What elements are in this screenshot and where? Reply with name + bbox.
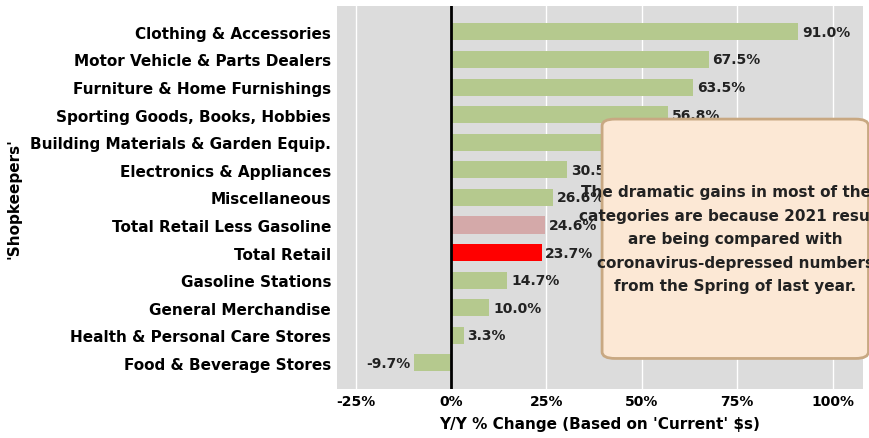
Bar <box>451 244 541 261</box>
Text: 14.7%: 14.7% <box>510 273 559 287</box>
Bar <box>414 354 451 371</box>
Bar <box>451 327 463 344</box>
Bar <box>451 52 707 69</box>
Text: 91.0%: 91.0% <box>801 26 849 40</box>
Text: 30.5%: 30.5% <box>571 163 619 177</box>
Text: 23.7%: 23.7% <box>545 246 593 260</box>
Bar <box>451 107 667 124</box>
Bar <box>451 217 544 234</box>
Bar <box>451 79 693 96</box>
Bar <box>451 134 647 152</box>
Y-axis label: 'Shopkeepers': 'Shopkeepers' <box>7 138 22 258</box>
Bar <box>451 162 567 179</box>
Text: 24.6%: 24.6% <box>548 219 596 233</box>
Text: -9.7%: -9.7% <box>366 356 410 370</box>
Text: 51.5%: 51.5% <box>651 136 699 150</box>
Text: 10.0%: 10.0% <box>493 301 541 315</box>
Text: 63.5%: 63.5% <box>696 81 745 95</box>
Bar <box>451 272 507 289</box>
Bar <box>451 300 488 317</box>
Bar <box>451 24 797 41</box>
Bar <box>451 189 552 206</box>
Text: 56.8%: 56.8% <box>671 108 720 122</box>
Text: 26.6%: 26.6% <box>556 191 604 205</box>
Text: The dramatic gains in most of these
categories are because 2021 results
are bein: The dramatic gains in most of these cate… <box>579 185 869 293</box>
Text: 67.5%: 67.5% <box>712 53 760 67</box>
X-axis label: Y/Y % Change (Based on 'Current' $s): Y/Y % Change (Based on 'Current' $s) <box>439 416 760 431</box>
Text: 3.3%: 3.3% <box>467 328 506 343</box>
